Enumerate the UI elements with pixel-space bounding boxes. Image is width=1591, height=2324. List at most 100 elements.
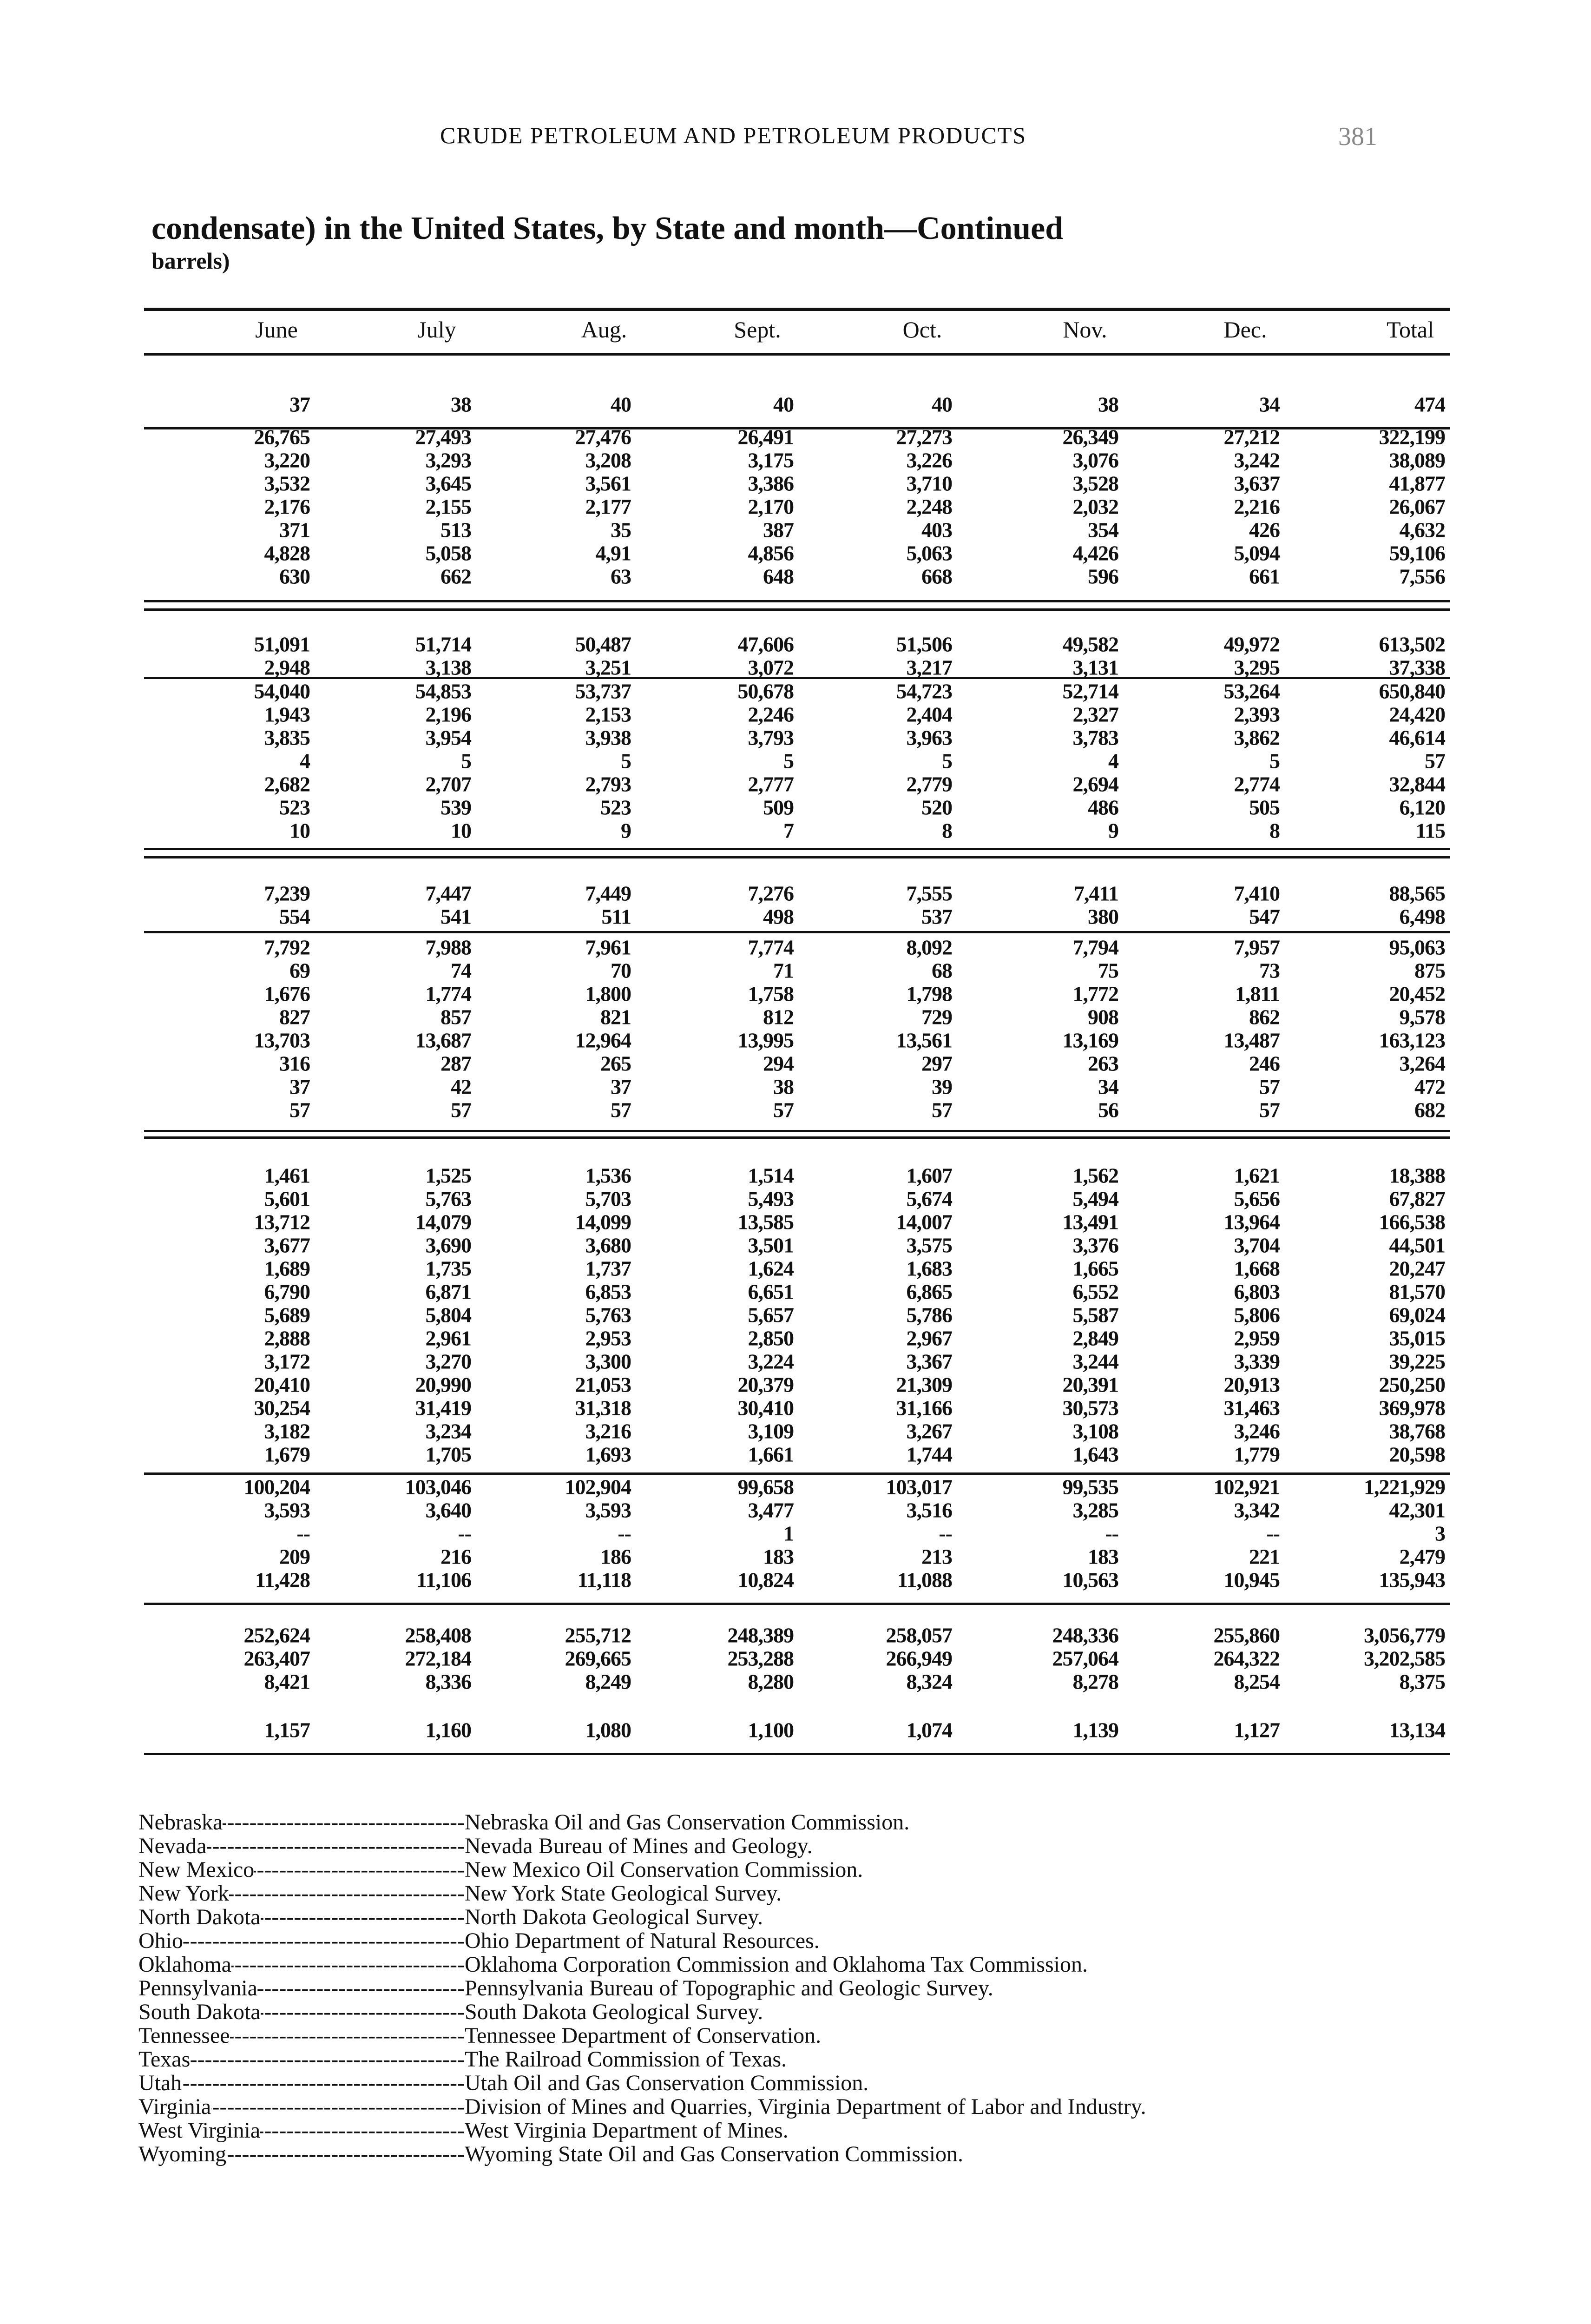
- table-cell: 5,494: [1072, 1187, 1119, 1211]
- table-cell: 37,338: [1389, 655, 1446, 680]
- table-cell: 39,225: [1389, 1349, 1446, 1373]
- table-cell: 8,421: [264, 1670, 310, 1694]
- table-cell: 1,643: [1072, 1442, 1119, 1466]
- table-cell: 2,404: [906, 702, 953, 726]
- table-cell: 2,393: [1234, 702, 1280, 726]
- table-cell: 3,783: [1072, 726, 1119, 750]
- table-cell: 8,092: [906, 935, 953, 959]
- table-cell: 1,621: [1234, 1163, 1280, 1188]
- table-cell: 1,100: [748, 1718, 794, 1742]
- table-cell: 27,476: [575, 425, 631, 449]
- column-header-nov: Nov.: [1063, 317, 1107, 343]
- table-cell: 1,661: [748, 1442, 794, 1466]
- table-cell: 5,587: [1072, 1303, 1119, 1327]
- table-cell: 2,849: [1072, 1326, 1119, 1350]
- table-cell: 257,064: [1052, 1646, 1119, 1670]
- dot-leader: [226, 2142, 465, 2166]
- footnote-item: New Mexico New Mexico Oil Conservation Co…: [138, 1858, 1449, 1882]
- footnote-agency: Pennsylvania Bureau of Topographic and G…: [465, 1976, 993, 2000]
- table-cell: 41,877: [1389, 471, 1446, 495]
- table-cell: 523: [600, 795, 631, 819]
- table-cell: 103,017: [886, 1475, 953, 1499]
- table-cell: 5,763: [425, 1187, 472, 1211]
- table-cell: 1,737: [585, 1256, 631, 1281]
- table-cell: 272,184: [405, 1646, 472, 1670]
- table-cell: 2,327: [1072, 702, 1119, 726]
- table-cell: 57: [451, 1098, 472, 1122]
- dot-leader: [261, 2000, 465, 2024]
- table-cell: 596: [1088, 564, 1119, 588]
- table-cell: 250,250: [1379, 1373, 1446, 1397]
- table-rule: [144, 608, 1450, 611]
- table-cell: 13,491: [1062, 1210, 1119, 1234]
- table-rule: [144, 1130, 1450, 1132]
- table-cell: 630: [279, 564, 310, 588]
- table-cell: 7,988: [425, 935, 472, 959]
- table-cell: 13,134: [1389, 1718, 1446, 1742]
- footnote-item: West Virginia West Virginia Department of…: [138, 2119, 1449, 2142]
- table-cell: 513: [440, 518, 472, 542]
- table-cell: 57: [611, 1098, 631, 1122]
- table-cell: 9: [621, 819, 631, 843]
- table-cell: 18,388: [1389, 1163, 1446, 1188]
- table-cell: 20,410: [254, 1373, 310, 1397]
- table-cell: 1,744: [906, 1442, 953, 1466]
- table-cell: 57: [1259, 1075, 1280, 1099]
- table-cell: 3,108: [1072, 1419, 1119, 1443]
- table-cell: 49,972: [1223, 632, 1280, 656]
- table-cell: 682: [1414, 1098, 1446, 1122]
- table-cell: 648: [763, 564, 794, 588]
- table-cell: 163,123: [1379, 1028, 1446, 1052]
- table-cell: 380: [1088, 905, 1119, 929]
- table-cell: 505: [1249, 795, 1280, 819]
- table-cell: 1: [783, 1521, 794, 1545]
- table-cell: 7,792: [264, 935, 310, 959]
- table-cell: 38: [773, 1075, 794, 1099]
- table-cell: 3,056,779: [1364, 1623, 1446, 1647]
- table-cell: 1,735: [425, 1256, 472, 1281]
- table-cell: 5,674: [906, 1187, 953, 1211]
- table-cell: 1,774: [425, 982, 472, 1006]
- table-cell: 7,556: [1399, 564, 1446, 588]
- dot-leader: [260, 2119, 465, 2142]
- footnotes: Nebraska Nebraska Oil and Gas Conservatio…: [138, 1810, 1449, 2166]
- table-cell: 3,172: [264, 1349, 310, 1373]
- table-cell: 13,712: [254, 1210, 310, 1234]
- footnote-state: Utah: [138, 2071, 182, 2095]
- table-cell: 40: [611, 392, 631, 416]
- table-cell: 40: [773, 392, 794, 416]
- table-cell: 498: [763, 905, 794, 929]
- table-rule: [144, 427, 1450, 429]
- table-cell: 6,498: [1399, 905, 1446, 929]
- table-cell: 4,856: [748, 541, 794, 565]
- table-cell: 6,803: [1234, 1280, 1280, 1304]
- table-cell: 8: [1269, 819, 1280, 843]
- footnote-item: Virginia Division of Mines and Quarries, …: [138, 2095, 1449, 2119]
- table-cell: 6,871: [425, 1280, 472, 1304]
- table-cell: 474: [1414, 392, 1446, 416]
- footnote-state: Oklahoma: [138, 1952, 231, 1977]
- table-cell: 38,089: [1389, 448, 1446, 472]
- table-cell: 403: [921, 518, 953, 542]
- table-cell: 99,535: [1062, 1475, 1119, 1499]
- table-cell: 3: [1435, 1521, 1446, 1545]
- table-cell: 57: [932, 1098, 953, 1122]
- table-cell: 11,106: [416, 1568, 472, 1592]
- table-cell: 37: [611, 1075, 631, 1099]
- table-cell: 387: [763, 518, 794, 542]
- table-cell: 3,342: [1234, 1498, 1280, 1522]
- table-cell: 26,491: [737, 425, 794, 449]
- table-cell: 3,640: [425, 1498, 472, 1522]
- table-cell: 8: [942, 819, 953, 843]
- table-cell: 1,772: [1072, 982, 1119, 1006]
- table-cell: 5,689: [264, 1303, 310, 1327]
- table-cell: 3,244: [1072, 1349, 1119, 1373]
- table-cell: 3,226: [906, 448, 953, 472]
- table-cell: 252,624: [243, 1623, 310, 1647]
- footnote-item: Wyoming Wyoming State Oil and Gas Conserv…: [138, 2142, 1449, 2166]
- table-cell: 75: [1098, 958, 1119, 983]
- table-cell: 71: [773, 958, 794, 983]
- table-cell: 3,680: [585, 1233, 631, 1257]
- table-rule: [144, 308, 1450, 311]
- table-cell: 294: [763, 1051, 794, 1076]
